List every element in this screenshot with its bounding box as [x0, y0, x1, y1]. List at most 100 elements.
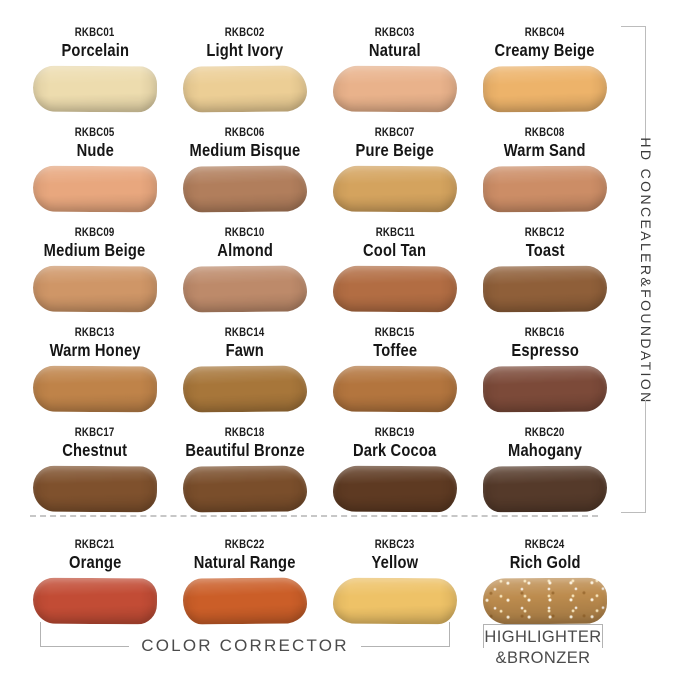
- swatch-code: RKBC15: [320, 326, 470, 340]
- swatch-name: Natural: [320, 40, 470, 61]
- swatch-name-text: Chestnut: [62, 440, 128, 460]
- highlighter-bronzer-bracket: [483, 624, 603, 649]
- swatch-name-text: Toffee: [372, 340, 418, 360]
- swatch-code-text: RKBC11: [375, 227, 415, 239]
- group-label-highlighter-bronzer: HIGHLIGHTER &BRONZER: [477, 627, 609, 669]
- swatch-name: Chestnut: [20, 440, 170, 461]
- swatch-name: Orange: [20, 552, 170, 573]
- swatch-code: RKBC08: [470, 126, 620, 140]
- swatch-cell: RKBC14 Fawn: [170, 326, 320, 413]
- swatch-name: Pure Beige: [320, 140, 470, 161]
- swatch-cell: RKBC11 Cool Tan: [320, 226, 470, 313]
- swatch-cell: RKBC08 Warm Sand: [470, 126, 620, 213]
- swatch-name-text: Rich Gold: [509, 552, 581, 572]
- swatch-rkbc16: [482, 365, 608, 413]
- swatch-code-text: RKBC21: [75, 539, 115, 551]
- swatch-code-text: RKBC01: [75, 27, 115, 39]
- swatch-code: RKBC19: [320, 426, 470, 440]
- swatch-cell: RKBC10 Almond: [170, 226, 320, 313]
- swatch-cell: RKBC19 Dark Cocoa: [320, 426, 470, 513]
- swatch-rkbc20: [482, 465, 608, 513]
- swatch-code-text: RKBC08: [525, 127, 565, 139]
- right-bracket-lower-line: [645, 400, 646, 512]
- color-corrector-bracket-right-tick: [449, 622, 450, 646]
- swatch-name-text: Cool Tan: [363, 240, 427, 260]
- right-bracket-upper-line: [645, 26, 646, 141]
- swatch-name: Rich Gold: [470, 552, 620, 573]
- swatch-rkbc19: [332, 465, 458, 513]
- color-corrector-bracket-line-left: [40, 645, 130, 647]
- swatch-name-text: Toast: [525, 240, 565, 260]
- swatch-rkbc24: [482, 577, 608, 625]
- swatch-code: RKBC10: [170, 226, 320, 240]
- swatch-code-text: RKBC04: [525, 27, 565, 39]
- swatch-rkbc09: [32, 265, 158, 313]
- swatch-code-text: RKBC23: [375, 539, 415, 551]
- swatch-cell: RKBC24 Rich Gold: [470, 538, 620, 625]
- swatch-name: Medium Beige: [20, 240, 170, 261]
- swatch-name-text: Warm Sand: [504, 140, 586, 160]
- swatch-code: RKBC17: [20, 426, 170, 440]
- swatch-code-text: RKBC03: [375, 27, 415, 39]
- swatch-cell: RKBC23 Yellow: [320, 538, 470, 625]
- swatch-code: RKBC02: [170, 26, 320, 40]
- swatch-name: Toast: [470, 240, 620, 261]
- swatch-code: RKBC22: [170, 538, 320, 552]
- swatch-rkbc11: [332, 265, 458, 313]
- swatch-cell: RKBC17 Chestnut: [20, 426, 170, 513]
- swatch-cell: RKBC20 Mahogany: [470, 426, 620, 513]
- swatch-rkbc01: [32, 65, 158, 113]
- swatch-name-text: Mahogany: [507, 440, 583, 460]
- swatch-name: Natural Range: [170, 552, 320, 573]
- swatch-rkbc12: [482, 265, 608, 313]
- swatch-name: Cool Tan: [320, 240, 470, 261]
- swatch-name: Mahogany: [470, 440, 620, 461]
- swatch-name-text: Creamy Beige: [494, 40, 596, 60]
- swatch-cell: RKBC02 Light Ivory: [170, 26, 320, 113]
- swatch-code: RKBC06: [170, 126, 320, 140]
- swatch-code-text: RKBC20: [525, 427, 565, 439]
- swatch-code: RKBC20: [470, 426, 620, 440]
- swatch-name-text: Natural Range: [194, 552, 296, 572]
- swatch-name: Light Ivory: [170, 40, 320, 61]
- swatch-name-text: Porcelain: [61, 40, 129, 60]
- swatch-code: RKBC18: [170, 426, 320, 440]
- swatch-name: Toffee: [320, 340, 470, 361]
- swatch-code-text: RKBC19: [375, 427, 415, 439]
- swatch-name-text: Nude: [76, 140, 114, 160]
- swatch-code: RKBC16: [470, 326, 620, 340]
- swatch-code-text: RKBC02: [225, 27, 265, 39]
- swatch-code: RKBC11: [320, 226, 470, 240]
- swatch-name: Almond: [170, 240, 320, 261]
- swatch-code: RKBC03: [320, 26, 470, 40]
- swatch-rkbc03: [332, 65, 458, 113]
- swatch-rkbc21: [32, 577, 158, 625]
- swatch-grid: RKBC01 Porcelain RKBC02 Light Ivory RKBC03 Na…: [20, 26, 620, 638]
- swatch-name-text: Orange: [68, 552, 122, 572]
- swatch-rkbc05: [32, 165, 158, 213]
- swatch-rkbc17: [32, 465, 158, 513]
- swatch-code-text: RKBC16: [525, 327, 565, 339]
- swatch-code-text: RKBC13: [75, 327, 115, 339]
- swatch-code-text: RKBC07: [375, 127, 415, 139]
- color-corrector-bracket-left-tick: [40, 622, 41, 646]
- swatch-code-text: RKBC05: [75, 127, 115, 139]
- swatch-code-text: RKBC18: [225, 427, 265, 439]
- swatch-cell: RKBC22 Natural Range: [170, 538, 320, 625]
- swatch-cell: RKBC16 Espresso: [470, 326, 620, 413]
- swatch-name-text: Medium Bisque: [189, 140, 301, 160]
- swatch-name-text: Pure Beige: [355, 140, 435, 160]
- swatch-code: RKBC09: [20, 226, 170, 240]
- swatch-rkbc18: [182, 465, 308, 513]
- swatch-cell: RKBC04 Creamy Beige: [470, 26, 620, 113]
- swatch-name-text: Yellow: [371, 552, 419, 572]
- right-bracket-bottom-tick: [621, 512, 646, 513]
- swatch-code-text: RKBC06: [225, 127, 265, 139]
- swatch-cell: RKBC18 Beautiful Bronze: [170, 426, 320, 513]
- swatch-cell: RKBC06 Medium Bisque: [170, 126, 320, 213]
- swatch-rkbc14: [182, 365, 308, 413]
- swatch-code: RKBC21: [20, 538, 170, 552]
- swatch-name: Medium Bisque: [170, 140, 320, 161]
- group-divider-dashed-line: [30, 515, 598, 517]
